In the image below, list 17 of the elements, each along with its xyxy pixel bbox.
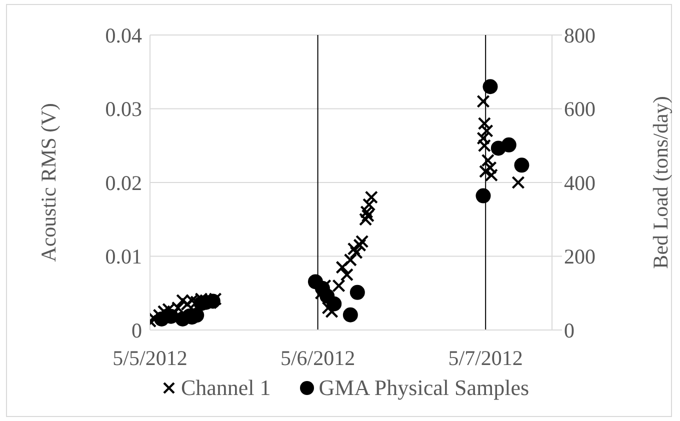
y2-tick-label: 200: [564, 244, 596, 269]
y2-tick-label: 600: [564, 97, 596, 122]
y-axis-title: Acoustic RMS (V): [36, 103, 60, 262]
y-tick-label: 0.04: [105, 23, 142, 48]
y-tick-label: 0: [132, 318, 142, 342]
y2-tick-label: 0: [564, 318, 574, 342]
y2-axis-title: Bed Load (tons/day): [648, 96, 672, 269]
y-tick-label: 0.02: [105, 170, 142, 195]
x-tick-label: 5/7/2012: [448, 346, 523, 370]
legend-label: Channel 1: [180, 375, 271, 401]
x-tick-label: 5/6/2012: [280, 346, 356, 370]
y-tick-label: 0.01: [105, 244, 142, 269]
legend-label: GMA Physical Samples: [318, 375, 530, 401]
y-tick-label: 0.03: [105, 97, 142, 122]
x-tick-label: 5/5/2012: [112, 346, 188, 370]
y2-tick-label: 400: [564, 170, 596, 195]
y2-tick-label: 800: [564, 23, 596, 48]
